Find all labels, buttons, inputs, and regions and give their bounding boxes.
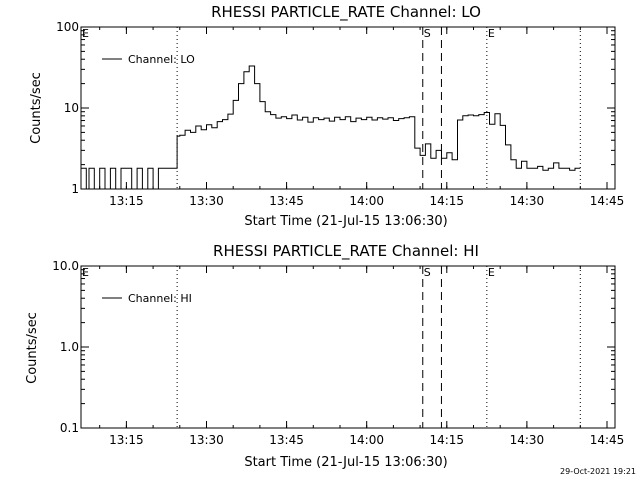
y-axis: 1 10 100	[56, 20, 615, 196]
x-tick-label: 13:15	[109, 194, 144, 208]
legend-label: Channel: HI	[128, 292, 192, 305]
marker-label: S	[424, 27, 431, 40]
x-tick-label: 14:30	[510, 194, 545, 208]
marker-label: E	[488, 266, 495, 279]
chart-title: RHESSI PARTICLE_RATE Channel: LO	[211, 3, 481, 22]
x-tick-label: 14:15	[429, 433, 464, 447]
y-tick-label: 1	[71, 182, 79, 196]
y-tick-label: 10	[64, 101, 79, 115]
x-tick-label: 14:15	[429, 194, 464, 208]
marker-label: S	[424, 266, 431, 279]
x-tick-label: 14:45	[590, 433, 625, 447]
x-tick-label: 13:45	[269, 194, 304, 208]
x-tick-label: 14:00	[349, 433, 384, 447]
timestamp-stamp: 29-Oct-2021 19:21	[560, 467, 636, 476]
legend-label: Channel: LO	[128, 53, 195, 66]
marker-label: E	[488, 27, 495, 40]
x-tick-label: 13:45	[269, 433, 304, 447]
panel-hi: RHESSI PARTICLE_RATE Channel: HI E S E 0.1…	[25, 242, 624, 470]
chart-title: RHESSI PARTICLE_RATE Channel: HI	[213, 242, 479, 261]
y-axis: 0.1 1.0 10.0	[52, 259, 615, 435]
y-tick-label: 1.0	[60, 340, 79, 354]
series-line-lo	[81, 65, 581, 190]
y-axis-label: Counts/sec	[25, 312, 40, 384]
plot-frame	[80, 26, 616, 190]
x-tick-label: 14:00	[349, 194, 384, 208]
x-axis-label: Start Time (21-Jul-15 13:06:30)	[244, 214, 447, 229]
marker-label: E	[82, 27, 89, 40]
x-tick-label: 14:45	[590, 194, 625, 208]
x-tick-label: 13:30	[189, 194, 224, 208]
y-axis-label: Counts/sec	[29, 72, 44, 144]
x-axis: 13:15 13:30 13:45 14:00 14:15 14:30 14:45	[99, 266, 625, 447]
x-tick-label: 14:30	[510, 433, 545, 447]
x-tick-label: 13:15	[109, 433, 144, 447]
plot-frame	[80, 265, 616, 429]
y-tick-label: 100	[56, 20, 79, 34]
y-tick-label: 10.0	[52, 259, 79, 273]
y-tick-label: 0.1	[60, 421, 79, 435]
marker-label: E	[82, 266, 89, 279]
x-axis: 13:15 13:30 13:45 14:00 14:15 14:30 14:45	[99, 27, 625, 208]
x-axis-label: Start Time (21-Jul-15 13:06:30)	[244, 455, 447, 470]
x-tick-label: 13:30	[189, 433, 224, 447]
panel-lo: RHESSI PARTICLE_RATE Channel: LO E S E 1 10…	[29, 3, 624, 229]
